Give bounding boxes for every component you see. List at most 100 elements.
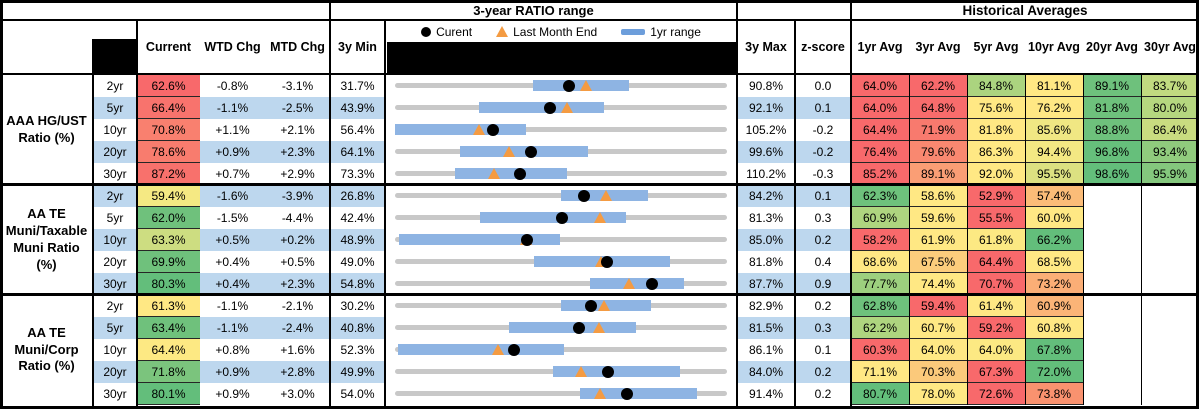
wtd-chg-column-header: WTD Chg: [204, 40, 261, 54]
current-marker: [556, 212, 569, 224]
hist-avg-cell: 52.9%: [967, 185, 1025, 207]
group-aaa-hg-ust: AAA HG/UST Ratio (%) 2yr 62.6% -0.8% -3.…: [0, 75, 1199, 185]
current-value-cell: 62.6%: [137, 75, 200, 97]
divider-line: [92, 39, 94, 409]
group-aa-te-muni-taxable: AA TE Muni/Taxable Muni Ratio (%) 2yr 59…: [0, 185, 1199, 295]
current-value-cell: 80.1%: [137, 383, 200, 405]
hist-avg-cell: 64.0%: [851, 97, 909, 119]
table-row: 20yr 69.9% +0.4% +0.5% 49.0% 81.8% 0.4 6…: [93, 251, 1199, 273]
hist-avg-cell: 60.7%: [909, 317, 967, 339]
1yr-range-bar: [589, 278, 684, 289]
1yr-range-bar: [455, 168, 567, 179]
divider-line: [0, 73, 1199, 75]
current-value-cell: 59.4%: [137, 185, 200, 207]
table-row: 5yr 63.4% -1.1% -2.4% 40.8% 81.5% 0.3 62…: [93, 317, 1199, 339]
current-value-cell: 63.4%: [137, 317, 200, 339]
hist-avg-cell: 86.3%: [967, 141, 1025, 163]
5yr-avg-header: 5yr Avg: [973, 40, 1019, 54]
3y-min-cell: 54.8%: [330, 273, 385, 295]
range-chart-cell: [385, 251, 737, 273]
3y-range-track: [395, 237, 727, 242]
table-row: 30yr 80.1% +0.9% +3.0% 54.0% 91.4% 0.2 8…: [93, 383, 1199, 405]
tenor-label: 5yr: [93, 97, 137, 119]
range-chart-cell: [385, 163, 737, 185]
historical-averages-cells: 60.3% 64.0% 64.0% 67.8%: [851, 339, 1199, 361]
current-marker: [584, 300, 597, 312]
3y-max-cell: 81.8%: [737, 251, 795, 273]
current-value-cell: 69.9%: [137, 251, 200, 273]
wtd-chg-cell: +0.9%: [200, 141, 265, 163]
tenor-label: 5yr: [93, 207, 137, 229]
hist-avg-cell: 77.7%: [851, 273, 909, 295]
group-label: AA TE Muni/Corp Ratio (%): [0, 295, 93, 405]
z-score-cell: -0.3: [795, 163, 851, 185]
hist-avg-cell: 73.8%: [1025, 383, 1083, 405]
tenor-label: 20yr: [93, 361, 137, 383]
3y-max-cell: 86.1%: [737, 339, 795, 361]
tenor-label: 20yr: [93, 141, 137, 163]
last-month-end-marker: [623, 278, 636, 289]
tenor-header-black-cell: [93, 39, 137, 75]
3y-min-cell: 56.4%: [330, 119, 385, 141]
table-row: 20yr 71.8% +0.9% +2.8% 49.9% 84.0% 0.2 7…: [93, 361, 1199, 383]
hist-avg-cell: 74.4%: [909, 273, 967, 295]
wtd-chg-cell: -1.1%: [200, 317, 265, 339]
1yr-range-bar: [480, 212, 627, 223]
hist-avg-cell: 70.3%: [909, 361, 967, 383]
current-marker: [521, 234, 534, 246]
hist-avg-cell: 72.6%: [967, 383, 1025, 405]
tenor-label: 10yr: [93, 229, 137, 251]
3y-range-track: [395, 391, 727, 396]
hist-avg-cell: 59.2%: [967, 317, 1025, 339]
hist-avg-cell: [1083, 251, 1141, 273]
historical-averages-cells: 60.9% 59.6% 55.5% 60.0%: [851, 207, 1199, 229]
group-aa-te-muni-corp: AA TE Muni/Corp Ratio (%) 2yr 61.3% -1.1…: [0, 295, 1199, 405]
tenor-label: 10yr: [93, 339, 137, 361]
hist-avg-cell: [1083, 273, 1141, 295]
range-chart-cell: [385, 185, 737, 207]
range-chart-cell: [385, 273, 737, 295]
hist-avg-cell: [1083, 207, 1141, 229]
legend-last-month-end: Last Month End: [496, 25, 597, 39]
mtd-chg-cell: +0.5%: [265, 251, 330, 273]
hist-avg-cell: 60.0%: [1025, 207, 1083, 229]
current-value-cell: 64.4%: [137, 339, 200, 361]
group-rows: 2yr 61.3% -1.1% -2.1% 30.2% 82.9% 0.2 62…: [93, 295, 1199, 405]
hist-avg-cell: 80.7%: [851, 383, 909, 405]
historical-averages-cells: 62.2% 60.7% 59.2% 60.8%: [851, 317, 1199, 339]
1yr-range-bar: [479, 102, 605, 113]
historical-averages-cells: 62.8% 59.4% 61.4% 60.9%: [851, 295, 1199, 317]
current-marker: [577, 190, 590, 202]
current-marker: [573, 322, 586, 334]
hist-avg-cell: 58.2%: [851, 229, 909, 251]
hist-avg-cell: [1141, 207, 1199, 229]
historical-averages-cells: 64.0% 64.8% 75.6% 76.2% 81.8% 80.0%: [851, 97, 1199, 119]
hist-avg-cell: 61.4%: [967, 295, 1025, 317]
3y-min-cell: 64.1%: [330, 141, 385, 163]
3y-min-cell: 31.7%: [330, 75, 385, 97]
current-marker: [600, 256, 613, 268]
mtd-chg-cell: +2.1%: [265, 119, 330, 141]
current-marker: [543, 102, 556, 114]
3y-max-cell: 99.6%: [737, 141, 795, 163]
last-month-end-marker: [593, 212, 606, 223]
hist-avg-cell: 57.4%: [1025, 185, 1083, 207]
current-value-cell: 80.3%: [137, 273, 200, 295]
1yr-range-bar: [395, 124, 526, 135]
1yr-range-bar: [509, 322, 637, 333]
hist-avg-cell: 64.0%: [967, 339, 1025, 361]
current-marker: [507, 344, 520, 356]
hist-avg-cell: [1141, 295, 1199, 317]
current-dot-icon: [421, 26, 432, 37]
hist-avg-cell: 93.4%: [1141, 141, 1199, 163]
table-row: 10yr 63.3% +0.5% +0.2% 48.9% 85.0% 0.2 5…: [93, 229, 1199, 251]
hist-avg-cell: 81.8%: [1083, 97, 1141, 119]
wtd-chg-cell: +0.8%: [200, 339, 265, 361]
hist-avg-cell: 89.1%: [1083, 75, 1141, 97]
last-month-end-triangle-icon: [496, 26, 509, 37]
table-row: 2yr 61.3% -1.1% -2.1% 30.2% 82.9% 0.2 62…: [93, 295, 1199, 317]
3y-max-cell: 85.0%: [737, 229, 795, 251]
range-chart-cell: [385, 75, 737, 97]
divider-line: [0, 293, 1199, 296]
mtd-chg-cell: +0.2%: [265, 229, 330, 251]
